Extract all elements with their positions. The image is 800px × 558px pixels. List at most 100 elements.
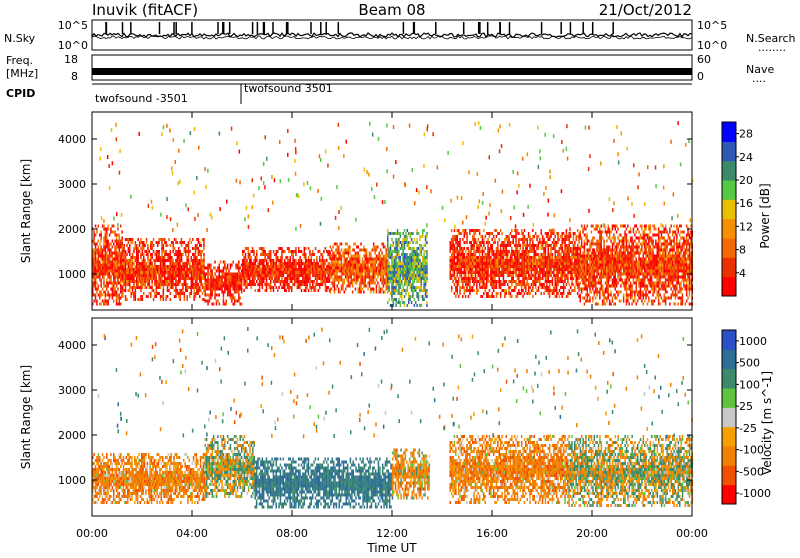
echo-cell xyxy=(515,274,517,277)
echo-cell xyxy=(213,303,215,306)
echo-cell xyxy=(198,238,200,241)
echo-cell xyxy=(319,250,321,253)
echo-cell xyxy=(337,246,339,249)
echo-cell xyxy=(538,256,540,259)
echo-cell xyxy=(128,280,130,283)
echo-cell xyxy=(237,279,239,282)
echo-cell xyxy=(574,262,576,265)
echo-cell xyxy=(490,265,492,268)
echo-cell xyxy=(527,265,529,268)
echo-cell xyxy=(487,238,489,241)
echo-cell xyxy=(394,256,396,259)
echo-cell xyxy=(263,262,265,265)
echo-cell xyxy=(489,274,491,277)
echo-cell xyxy=(107,243,109,246)
echo-cell xyxy=(171,259,173,262)
echo-cell xyxy=(391,295,393,298)
echo-cell xyxy=(472,268,474,271)
echo-cell xyxy=(585,288,587,291)
echo-cell xyxy=(513,280,515,283)
echo-cell xyxy=(243,265,245,268)
echo-cell xyxy=(276,286,278,289)
echo-cell xyxy=(323,268,325,271)
echo-cell xyxy=(461,274,463,277)
echo-cell xyxy=(409,274,411,277)
echo-cell xyxy=(422,277,424,280)
echo-cell xyxy=(496,286,498,289)
echo-cell xyxy=(277,277,279,280)
echo-cell xyxy=(591,267,593,270)
echo-cell xyxy=(172,262,174,265)
echo-cell xyxy=(305,253,307,256)
echo-cell xyxy=(531,247,533,250)
echo-cell xyxy=(105,297,107,300)
echo-cell xyxy=(174,289,176,292)
echo-cell xyxy=(388,253,390,256)
echo-cell xyxy=(585,255,587,258)
echo-cell xyxy=(263,247,265,250)
echo-cell xyxy=(135,265,137,268)
echo-cell xyxy=(594,228,596,231)
echo-cell xyxy=(359,288,361,291)
echo-cell xyxy=(393,286,395,289)
echo-cell xyxy=(390,247,392,250)
echo-cell xyxy=(137,238,139,241)
echo-cell xyxy=(149,271,151,274)
echo-cell xyxy=(374,276,376,279)
echo-cell xyxy=(455,235,457,238)
echo-cell xyxy=(227,276,229,279)
echo-cell xyxy=(587,240,589,243)
echo-cell xyxy=(398,253,400,256)
echo-cell xyxy=(283,268,285,271)
echo-cell xyxy=(106,285,108,288)
echo-cell xyxy=(125,295,127,298)
echo-cell xyxy=(404,259,406,262)
echo-cell xyxy=(493,271,495,274)
echo-cell xyxy=(492,277,494,280)
echo-cell xyxy=(478,280,480,283)
echo-cell xyxy=(245,283,247,286)
echo-cell xyxy=(181,256,183,259)
echo-cell xyxy=(110,249,112,252)
echo-cell xyxy=(219,288,221,291)
echo-cell xyxy=(93,270,95,273)
echo-cell xyxy=(469,292,471,295)
echo-cell xyxy=(125,277,127,280)
echo-cell xyxy=(501,283,503,286)
echo-cell xyxy=(199,244,201,247)
nsearch-dots: ........ xyxy=(758,41,786,54)
echo-cell xyxy=(570,292,572,295)
echo-cell xyxy=(485,253,487,256)
echo-cell xyxy=(426,268,428,271)
echo-cell xyxy=(379,285,381,288)
echo-cell xyxy=(532,265,534,268)
echo-cell xyxy=(549,289,551,292)
echo-cell xyxy=(315,271,317,274)
echo-cell xyxy=(320,280,322,283)
echo-cell xyxy=(266,262,268,265)
echo-cell xyxy=(370,279,372,282)
echo-cell xyxy=(585,273,587,276)
echo-cell xyxy=(574,286,576,289)
echo-cell xyxy=(128,241,130,244)
echo-cell xyxy=(493,295,495,298)
echo-cell xyxy=(233,273,235,276)
echo-cell xyxy=(478,229,480,232)
echo-cell xyxy=(400,304,402,307)
echo-cell xyxy=(158,286,160,289)
echo-cell xyxy=(411,265,413,268)
echo-cell xyxy=(283,283,285,286)
echo-cell xyxy=(407,229,409,232)
echo-cell xyxy=(501,241,503,244)
echo-cell xyxy=(128,238,130,241)
echo-cell xyxy=(402,241,404,244)
echo-cell xyxy=(291,253,293,256)
echo-cell xyxy=(116,270,118,273)
echo-cell xyxy=(129,250,131,253)
echo-cell xyxy=(171,283,173,286)
echo-cell xyxy=(557,235,559,238)
echo-cell xyxy=(160,274,162,277)
echo-cell xyxy=(295,268,297,271)
echo-cell xyxy=(263,280,265,283)
echo-cell xyxy=(402,232,404,235)
